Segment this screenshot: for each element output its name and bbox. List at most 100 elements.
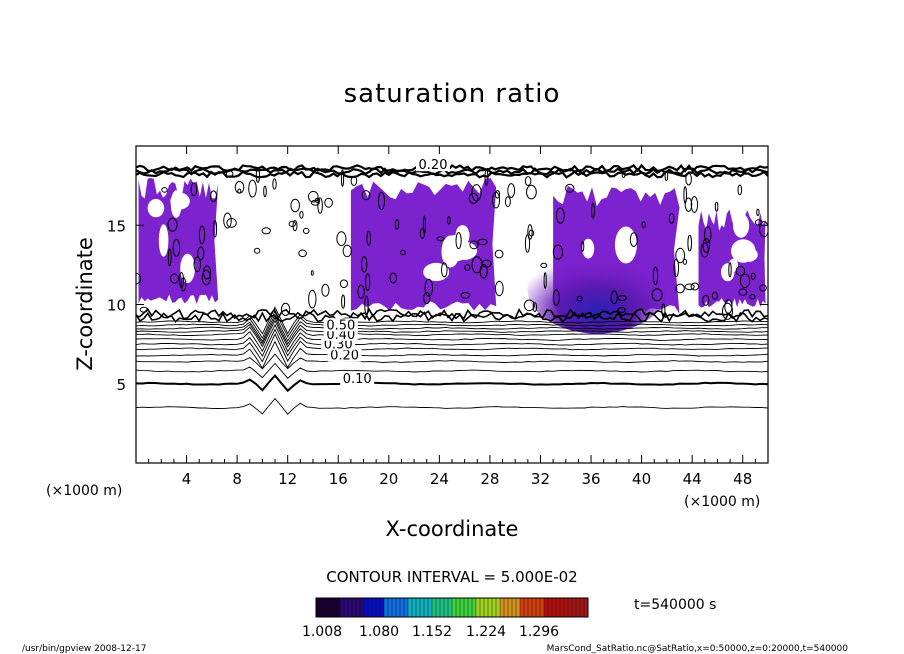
contour-blob (532, 302, 538, 313)
contour-blob (737, 184, 743, 196)
contour-blob (167, 248, 172, 267)
contour-line (136, 397, 768, 415)
contour-blob (389, 272, 397, 284)
x-tick-label: 16 (329, 470, 348, 488)
x-axis-ticks: 4 8 12 16 20 24 28 32 36 40 44 48 (148, 146, 756, 488)
contour-blob (526, 184, 537, 200)
contour-blob (565, 183, 575, 193)
contour-blob (754, 219, 763, 226)
saturated-region (350, 178, 497, 311)
contour-blob (494, 280, 504, 297)
colorbar-cell (400, 598, 405, 617)
colorbar-frame (315, 597, 589, 618)
contour-blob (209, 190, 218, 202)
contour-blob (690, 196, 699, 213)
contour-blob (290, 198, 301, 213)
contour-blob (400, 249, 406, 256)
contour-blob (580, 241, 585, 252)
contour-blob (739, 273, 751, 289)
colorbar-cell (524, 598, 529, 617)
unsaturated-patch (441, 235, 460, 268)
contour-blob (212, 220, 218, 238)
contour-line (136, 319, 768, 348)
contour-blob (759, 284, 767, 292)
colorbar-cell (328, 598, 333, 617)
colorbar-cell (320, 598, 325, 617)
contour-lines (136, 163, 768, 415)
contour-blob (172, 238, 181, 257)
y-unit-label: (×1000 m) (46, 483, 122, 499)
colorbar-tick-label: 1.224 (466, 624, 506, 640)
contour-blob (339, 279, 348, 289)
contour-blob (750, 272, 756, 280)
colorbar-cell (484, 598, 489, 617)
contour-blob (527, 224, 533, 240)
colorbar-tick-label: 1.008 (302, 624, 342, 640)
contour-blob (272, 178, 277, 190)
contour-blob (700, 242, 709, 258)
supersaturation-core (527, 243, 668, 334)
y-tick-label: 15 (107, 217, 126, 235)
colorbar-cell (464, 598, 469, 617)
colorbar-tick-label: 1.080 (359, 624, 399, 640)
colorbar-cell (436, 598, 441, 617)
contour-blob (361, 256, 368, 273)
colorbar-cell (548, 598, 553, 617)
contour-blob (704, 226, 712, 244)
unsaturated-patch (733, 213, 750, 238)
contour-blob (321, 283, 330, 297)
contour-blob (477, 238, 488, 246)
contour-blob (342, 244, 352, 258)
colorbar-cell (496, 598, 501, 617)
contour-blob (378, 191, 385, 210)
contour-blob (317, 197, 323, 214)
contour-blob (491, 191, 501, 209)
contour-blob (552, 244, 564, 260)
contour-blob (198, 225, 206, 245)
colorbar-cell (508, 598, 513, 617)
contour-blob (288, 220, 296, 227)
contour-line (136, 340, 768, 370)
contour-blob (361, 190, 371, 201)
contour-blob (223, 212, 232, 229)
colorbar-cell (536, 598, 541, 617)
contour-line (136, 316, 768, 346)
colorbar-cell (388, 598, 393, 617)
contour-line (136, 311, 768, 323)
contour-line (136, 328, 768, 358)
contour-blob (524, 176, 532, 186)
colorbar-cell (572, 598, 577, 617)
contour-label: 0.10 (343, 372, 372, 387)
contour-blob (471, 184, 482, 202)
contour-blob (447, 216, 451, 225)
colorbar-cell (416, 598, 421, 617)
contour-blob (178, 272, 185, 289)
contour-blob (641, 221, 646, 228)
colorbar-cell (392, 598, 397, 617)
colorbar-cell (376, 598, 381, 617)
colorbar-cell (460, 598, 465, 617)
colorbar-cell (568, 598, 573, 617)
colorbar-tick-label: 1.152 (412, 624, 452, 640)
colorbar-cell (580, 598, 585, 617)
colorbar-cell (504, 598, 509, 617)
x-tick-label: 8 (232, 470, 242, 488)
contour-blob (702, 238, 711, 253)
colorbar-cell (316, 598, 321, 617)
contour-blob (308, 289, 317, 309)
colorbar-cell (404, 598, 409, 617)
contour-blob (460, 292, 471, 299)
contour-blob (237, 188, 242, 194)
contour-blob (308, 190, 319, 203)
colorbar-cell (544, 598, 549, 617)
contour-blob (310, 270, 314, 276)
contour-blob (366, 230, 372, 246)
contour-blob (685, 172, 692, 186)
x-tick-label: 12 (278, 470, 297, 488)
contour-blob (543, 272, 547, 289)
colorbar-cell (384, 598, 389, 617)
contour-blob (234, 181, 245, 194)
contour-label-bg (340, 372, 375, 386)
contour-label-bg (327, 348, 362, 362)
contour-blob (357, 284, 365, 299)
